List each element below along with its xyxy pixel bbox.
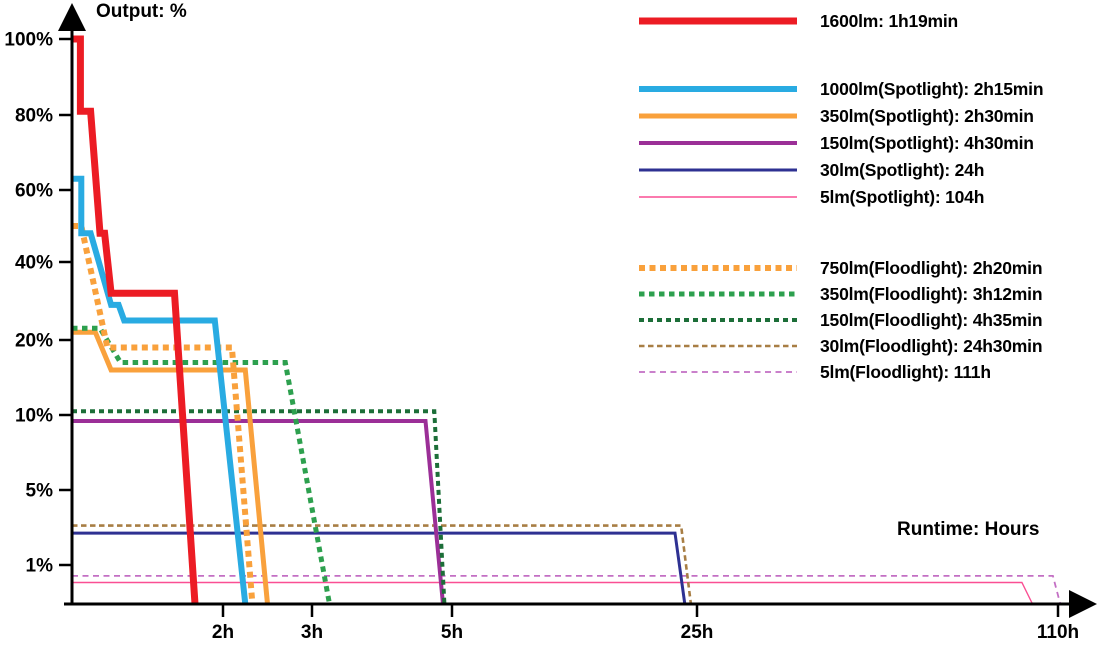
x-tick-label-2h: 2h — [212, 622, 234, 643]
x-tick-label-5h: 5h — [441, 622, 463, 643]
series-line-5lm-floodlight — [72, 575, 1062, 605]
y-axis-arrow-icon — [58, 3, 86, 31]
series-line-150lm-spotlight — [72, 419, 445, 605]
legend-label-30lm-spotlight: 30lm(Spotlight): 24h — [820, 159, 985, 180]
legend-swatch-5lm-spotlight — [639, 196, 797, 198]
series-line-1600lm — [72, 35, 199, 605]
y-tick-label-5%: 5% — [26, 481, 54, 502]
series-line-30lm-spotlight — [72, 531, 687, 605]
legend-item-350lm-floodlight: 350lm(Floodlight): 3h12min — [638, 281, 1043, 307]
legend-swatch-150lm-spotlight — [639, 141, 797, 145]
legend-swatch-750lm-floodlight — [639, 265, 797, 271]
y-tick-label-1%: 1% — [26, 556, 54, 577]
y-tick-label-60%: 60% — [15, 181, 53, 202]
legend-item-350lm-spotlight: 350lm(Spotlight): 2h30min — [638, 103, 1034, 129]
series-line-350lm-floodlight — [72, 325, 332, 605]
legend-swatch-1000lm-spotlight — [639, 86, 797, 92]
y-tick-label-10%: 10% — [15, 406, 53, 427]
legend-label-350lm-floodlight: 350lm(Floodlight): 3h12min — [820, 283, 1043, 304]
y-tick-label-100%: 100% — [4, 30, 53, 51]
series-line-30lm-floodlight — [72, 524, 693, 605]
series-line-5lm-spotlight — [72, 581, 1034, 605]
y-tick-label-40%: 40% — [15, 253, 53, 274]
series-line-350lm-spotlight — [72, 329, 270, 605]
legend-label-5lm-floodlight: 5lm(Floodlight): 111h — [820, 361, 991, 382]
y-tick-label-80%: 80% — [15, 106, 53, 127]
legend-item-750lm-floodlight: 750lm(Floodlight): 2h20min — [638, 255, 1043, 281]
legend-label-150lm-floodlight: 150lm(Floodlight): 4h35min — [820, 309, 1043, 330]
legend-swatch-150lm-floodlight — [639, 318, 797, 322]
legend-item-30lm-spotlight: 30lm(Spotlight): 24h — [638, 157, 984, 183]
legend-item-5lm-floodlight: 5lm(Floodlight): 111h — [638, 359, 991, 385]
legend-label-1000lm-spotlight: 1000lm(Spotlight): 2h15min — [820, 78, 1044, 99]
legend-item-150lm-floodlight: 150lm(Floodlight): 4h35min — [638, 307, 1043, 333]
x-axis-arrow-icon — [1069, 590, 1097, 618]
legend-item-5lm-spotlight: 5lm(Spotlight): 104h — [638, 184, 984, 210]
legend-label-750lm-floodlight: 750lm(Floodlight): 2h20min — [820, 257, 1043, 278]
legend-swatch-5lm-floodlight — [639, 371, 797, 373]
legend-item-1600lm: 1600lm: 1h19min — [638, 8, 958, 34]
x-tick-label-25h: 25h — [681, 622, 714, 643]
legend-item-1000lm-spotlight: 1000lm(Spotlight): 2h15min — [638, 76, 1044, 102]
legend-swatch-30lm-floodlight — [639, 344, 797, 348]
series-line-1000lm-spotlight — [72, 175, 249, 605]
legend-swatch-30lm-spotlight — [639, 168, 797, 172]
y-tick-label-20%: 20% — [15, 331, 53, 352]
x-axis-title: Runtime: Hours — [897, 519, 1040, 540]
legend-item-30lm-floodlight: 30lm(Floodlight): 24h30min — [638, 333, 1043, 359]
legend-label-1600lm: 1600lm: 1h19min — [820, 10, 959, 31]
legend-label-30lm-floodlight: 30lm(Floodlight): 24h30min — [820, 335, 1043, 356]
legend: 1600lm: 1h19min 1000lm(Spotlight): 2h15mi… — [638, 0, 1100, 400]
legend-item-150lm-spotlight: 150lm(Spotlight): 4h30min — [638, 130, 1034, 156]
legend-swatch-350lm-spotlight — [639, 113, 797, 119]
x-tick-label-110h: 110h — [1037, 622, 1079, 643]
legend-label-5lm-spotlight: 5lm(Spotlight): 104h — [820, 186, 985, 207]
legend-swatch-350lm-floodlight — [639, 291, 797, 297]
series-line-150lm-floodlight — [72, 409, 447, 605]
legend-swatch-1600lm — [639, 17, 797, 25]
legend-label-150lm-spotlight: 150lm(Spotlight): 4h30min — [820, 132, 1034, 153]
x-tick-label-3h: 3h — [301, 622, 323, 643]
legend-label-350lm-spotlight: 350lm(Spotlight): 2h30min — [820, 105, 1034, 126]
y-axis-title: Output: % — [96, 1, 187, 22]
